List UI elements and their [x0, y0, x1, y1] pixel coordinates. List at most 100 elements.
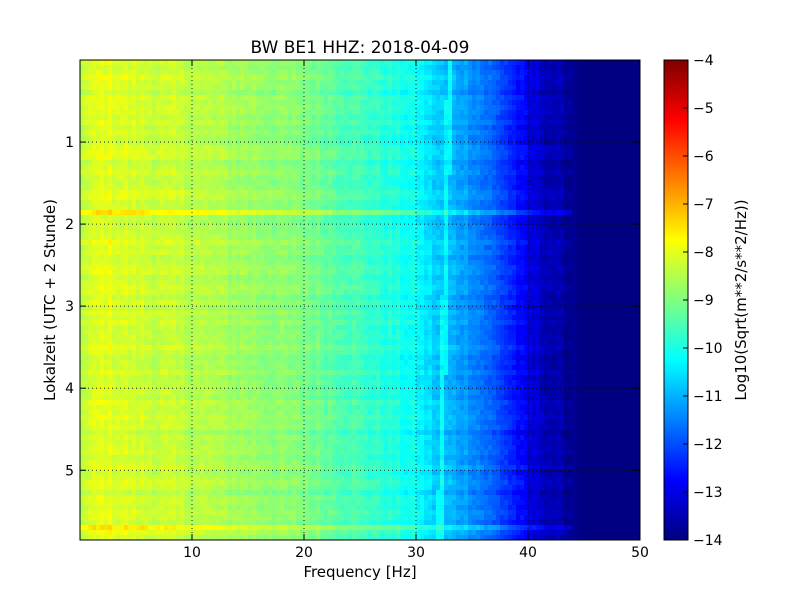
heatmap-cell — [324, 110, 329, 116]
heatmap-cell — [584, 170, 589, 176]
heatmap-cell — [504, 135, 509, 141]
heatmap-cell — [96, 110, 101, 116]
heatmap-cell — [108, 190, 113, 196]
heatmap-cell — [100, 170, 105, 176]
heatmap-cell — [416, 115, 421, 121]
heatmap-cell — [248, 110, 253, 116]
heatmap-cell — [548, 135, 553, 141]
heatmap-cell — [324, 80, 329, 86]
heatmap-cell — [364, 85, 369, 91]
heatmap-cell — [96, 65, 101, 71]
heatmap-cell — [564, 75, 569, 81]
heatmap-cell — [340, 120, 345, 126]
heatmap-cell — [392, 175, 397, 181]
heatmap-cell — [256, 145, 261, 151]
heatmap-cell — [272, 135, 277, 141]
heatmap-cell — [244, 110, 249, 116]
heatmap-cell — [440, 175, 445, 181]
heatmap-cell — [260, 145, 265, 151]
heatmap-cell — [320, 170, 325, 176]
heatmap-cell — [452, 110, 457, 116]
heatmap-cell — [328, 130, 333, 136]
heatmap-cell — [456, 220, 461, 226]
heatmap-cell — [456, 225, 461, 231]
heatmap-cell — [212, 225, 217, 231]
heatmap-cell — [88, 105, 93, 111]
heatmap-cell — [332, 65, 337, 71]
heatmap-cell — [312, 210, 317, 216]
heatmap-cell — [204, 225, 209, 231]
heatmap-cell — [596, 115, 601, 121]
heatmap-cell — [292, 225, 297, 231]
heatmap-cell — [380, 105, 385, 111]
heatmap-cell — [312, 225, 317, 231]
heatmap-cell — [612, 150, 617, 156]
heatmap-cell — [184, 70, 189, 76]
heatmap-cell — [476, 210, 481, 216]
heatmap-cell — [604, 140, 609, 146]
heatmap-cell — [476, 170, 481, 176]
heatmap-cell — [292, 180, 297, 186]
heatmap-cell — [344, 145, 349, 151]
heatmap-cell — [256, 130, 261, 136]
heatmap-cell — [332, 115, 337, 121]
heatmap-cell — [232, 110, 237, 116]
heatmap-cell — [100, 200, 105, 206]
heatmap-cell — [440, 195, 445, 201]
heatmap-cell — [128, 75, 133, 81]
heatmap-cell — [568, 230, 573, 236]
heatmap-cell — [480, 190, 485, 196]
heatmap-cell — [488, 85, 493, 91]
heatmap-cell — [452, 95, 457, 101]
heatmap-cell — [600, 125, 605, 131]
heatmap-cell — [444, 205, 449, 211]
heatmap-cell — [116, 155, 121, 161]
heatmap-cell — [444, 150, 449, 156]
heatmap-cell — [152, 170, 157, 176]
heatmap-cell — [488, 95, 493, 101]
heatmap-cell — [88, 205, 93, 211]
heatmap-cell — [80, 95, 85, 101]
heatmap-cell — [256, 65, 261, 71]
heatmap-cell — [140, 150, 145, 156]
heatmap-cell — [136, 180, 141, 186]
heatmap-cell — [508, 185, 513, 191]
heatmap-cell — [472, 170, 477, 176]
heatmap-cell — [396, 140, 401, 146]
heatmap-cell — [252, 200, 257, 206]
heatmap-cell — [300, 90, 305, 96]
heatmap-cell — [444, 210, 449, 216]
heatmap-cell — [532, 205, 537, 211]
heatmap-cell — [432, 75, 437, 81]
heatmap-cell — [296, 230, 301, 236]
heatmap-cell — [488, 65, 493, 71]
heatmap-cell — [556, 205, 561, 211]
heatmap-cell — [536, 165, 541, 171]
heatmap-cell — [184, 190, 189, 196]
heatmap-cell — [536, 65, 541, 71]
heatmap-cell — [460, 65, 465, 71]
heatmap-cell — [344, 75, 349, 81]
heatmap-cell — [236, 230, 241, 236]
heatmap-cell — [88, 90, 93, 96]
heatmap-cell — [556, 140, 561, 146]
heatmap-cell — [540, 125, 545, 131]
heatmap-cell — [460, 190, 465, 196]
heatmap-cell — [608, 105, 613, 111]
heatmap-cell — [140, 105, 145, 111]
heatmap-cell — [440, 135, 445, 141]
heatmap-cell — [476, 120, 481, 126]
heatmap-cell — [116, 230, 121, 236]
heatmap-cell — [408, 100, 413, 106]
heatmap-cell — [532, 95, 537, 101]
heatmap-cell — [488, 170, 493, 176]
heatmap-cell — [244, 210, 249, 216]
heatmap-cell — [196, 135, 201, 141]
heatmap-cell — [488, 230, 493, 236]
heatmap-cell — [488, 210, 493, 216]
heatmap-cell — [232, 175, 237, 181]
heatmap-cell — [276, 115, 281, 121]
heatmap-cell — [212, 115, 217, 121]
heatmap-cell — [404, 85, 409, 91]
heatmap-cell — [424, 225, 429, 231]
